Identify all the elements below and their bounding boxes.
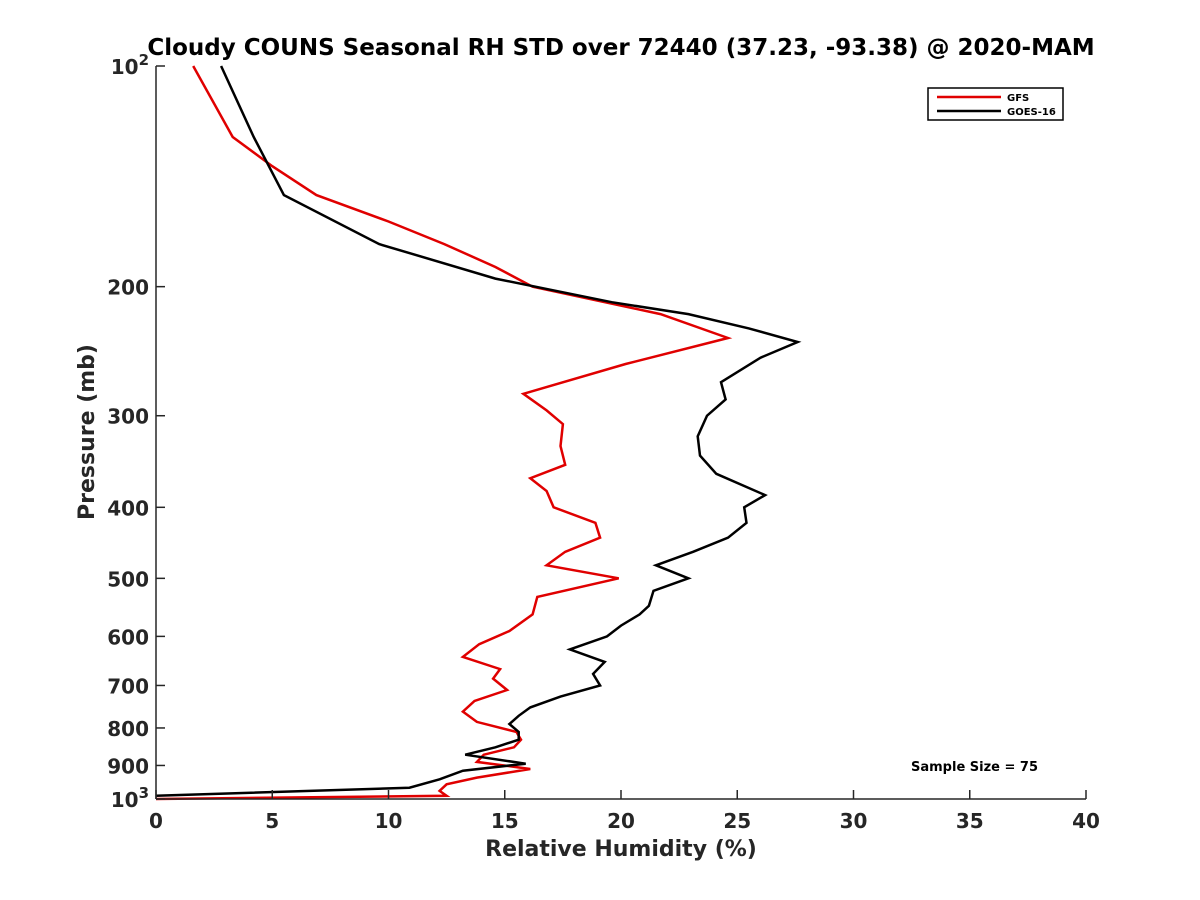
y-tick-label: 900 xyxy=(107,754,149,778)
axes xyxy=(155,66,1086,800)
y-axis-label: Pressure (mb) xyxy=(75,344,100,520)
sample-size-annotation: Sample Size = 75 xyxy=(911,760,1038,775)
y-tick-label: 102 xyxy=(111,51,149,79)
x-axis-label: Relative Humidity (%) xyxy=(485,837,757,862)
chart-title: Cloudy COUNS Seasonal RH STD over 72440 … xyxy=(147,35,1094,61)
x-tick-label: 40 xyxy=(1072,809,1100,833)
x-ticks: 0 5 10 15 20 25 30 35 40 xyxy=(149,790,1100,833)
x-tick-label: 0 xyxy=(149,809,163,833)
series-group xyxy=(155,65,802,801)
x-tick-label: 25 xyxy=(723,809,751,833)
y-tick-label: 600 xyxy=(107,625,149,649)
x-tick-label: 15 xyxy=(491,809,519,833)
y-tick-label: 400 xyxy=(107,496,149,520)
legend-label-goes16: GOES-16 xyxy=(1007,107,1056,118)
y-tick-label: 700 xyxy=(107,674,149,698)
y-tick-label: 103 xyxy=(111,784,149,812)
series-line-goes16 xyxy=(155,65,802,798)
legend-box xyxy=(927,87,1064,121)
legend: GFS GOES-16 xyxy=(927,87,1064,121)
x-tick-label: 5 xyxy=(265,809,279,833)
y-tick-label: 200 xyxy=(107,276,149,300)
y-tick-label: 800 xyxy=(107,717,149,741)
x-tick-label: 30 xyxy=(840,809,868,833)
legend-label-gfs: GFS xyxy=(1007,93,1029,104)
x-tick-label: 35 xyxy=(956,809,984,833)
y-ticks: 102 200 300 400 500 600 700 800 900 103 xyxy=(107,51,165,812)
x-tick-label: 20 xyxy=(607,809,635,833)
series-line-gfs xyxy=(155,65,733,801)
x-tick-label: 10 xyxy=(375,809,403,833)
y-tick-label: 500 xyxy=(107,567,149,591)
y-tick-label: 300 xyxy=(107,405,149,429)
